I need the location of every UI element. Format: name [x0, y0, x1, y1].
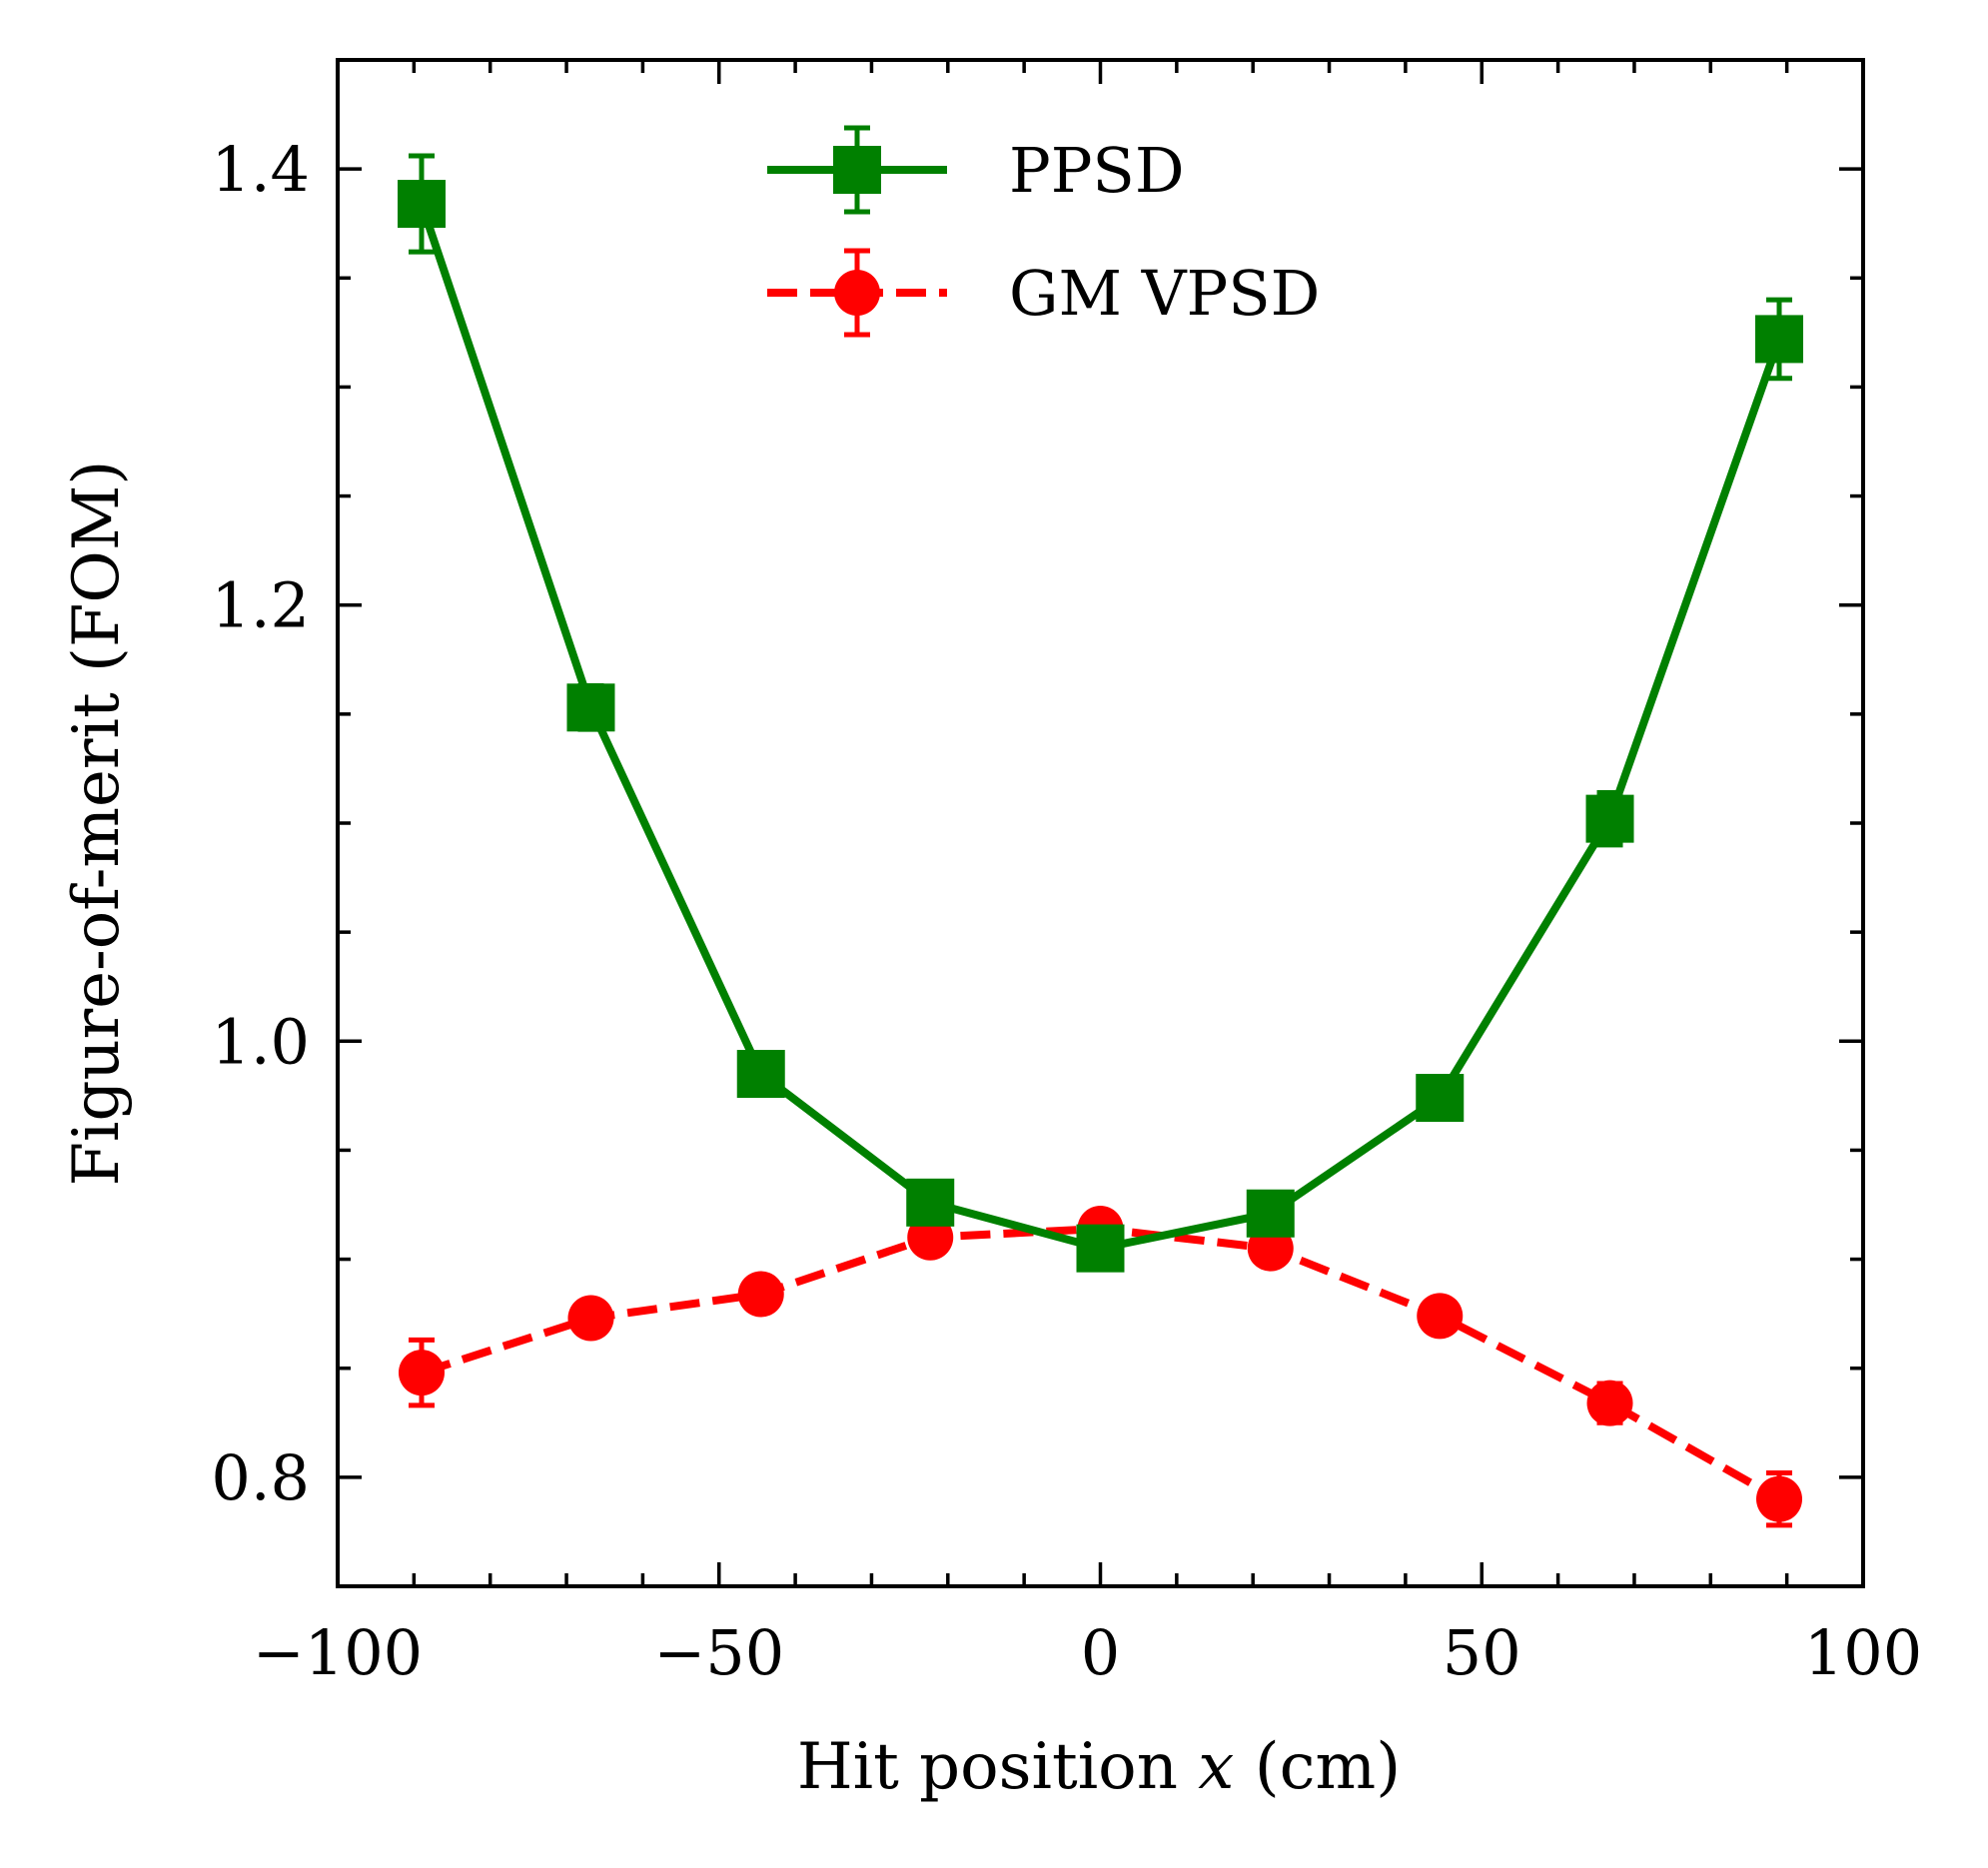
- legend-item-ppsd: PPSD: [767, 125, 1185, 215]
- data-point-ppsd: [1246, 1189, 1295, 1238]
- data-point-gm-vpsd: [1417, 1293, 1464, 1340]
- x-tick-label: 50: [1443, 1616, 1521, 1689]
- data-point-ppsd: [1416, 1074, 1465, 1123]
- plot-area: [397, 153, 1804, 1528]
- series-line-ppsd: [418, 202, 1783, 1253]
- y-tick-label: 1.2: [211, 569, 310, 642]
- y-tick-label: 1.4: [211, 133, 310, 206]
- x-axis-label: Hit position x (cm): [797, 1730, 1401, 1804]
- data-point-gm-vpsd: [398, 1350, 445, 1397]
- x-tick-label: −50: [653, 1616, 784, 1689]
- legend-marker-ppsd: [833, 146, 881, 194]
- legend-label-ppsd: PPSD: [1009, 134, 1185, 207]
- legend-item-gm-vpsd: GM VPSD: [767, 248, 1320, 338]
- x-tick-label: −100: [253, 1616, 423, 1689]
- data-point-ppsd: [566, 683, 615, 732]
- data-point-gm-vpsd: [737, 1271, 784, 1318]
- data-point-ppsd: [1076, 1224, 1125, 1273]
- x-tick-label: 100: [1804, 1616, 1922, 1689]
- axis-ticks: −100 −50 0 50 100 0.8 1.0 1.2 1.4: [211, 58, 1922, 1689]
- data-point-ppsd: [397, 180, 446, 229]
- data-point-gm-vpsd: [1756, 1475, 1803, 1522]
- data-point-gm-vpsd: [1586, 1380, 1633, 1426]
- legend: PPSD GM VPSD: [767, 125, 1320, 338]
- data-point-ppsd: [1755, 315, 1804, 364]
- legend-marker-gm-vpsd: [834, 270, 880, 316]
- legend-label-gm-vpsd: GM VPSD: [1009, 257, 1320, 330]
- data-point-ppsd: [736, 1050, 785, 1099]
- y-axis-label: Figure-of-merit (FOM): [60, 461, 134, 1187]
- x-tick-label: 0: [1081, 1616, 1120, 1689]
- data-point-ppsd: [1585, 794, 1634, 843]
- y-tick-label: 1.0: [211, 1005, 310, 1078]
- data-point-ppsd: [906, 1178, 955, 1227]
- y-tick-label: 0.8: [211, 1441, 310, 1514]
- data-point-gm-vpsd: [567, 1295, 614, 1342]
